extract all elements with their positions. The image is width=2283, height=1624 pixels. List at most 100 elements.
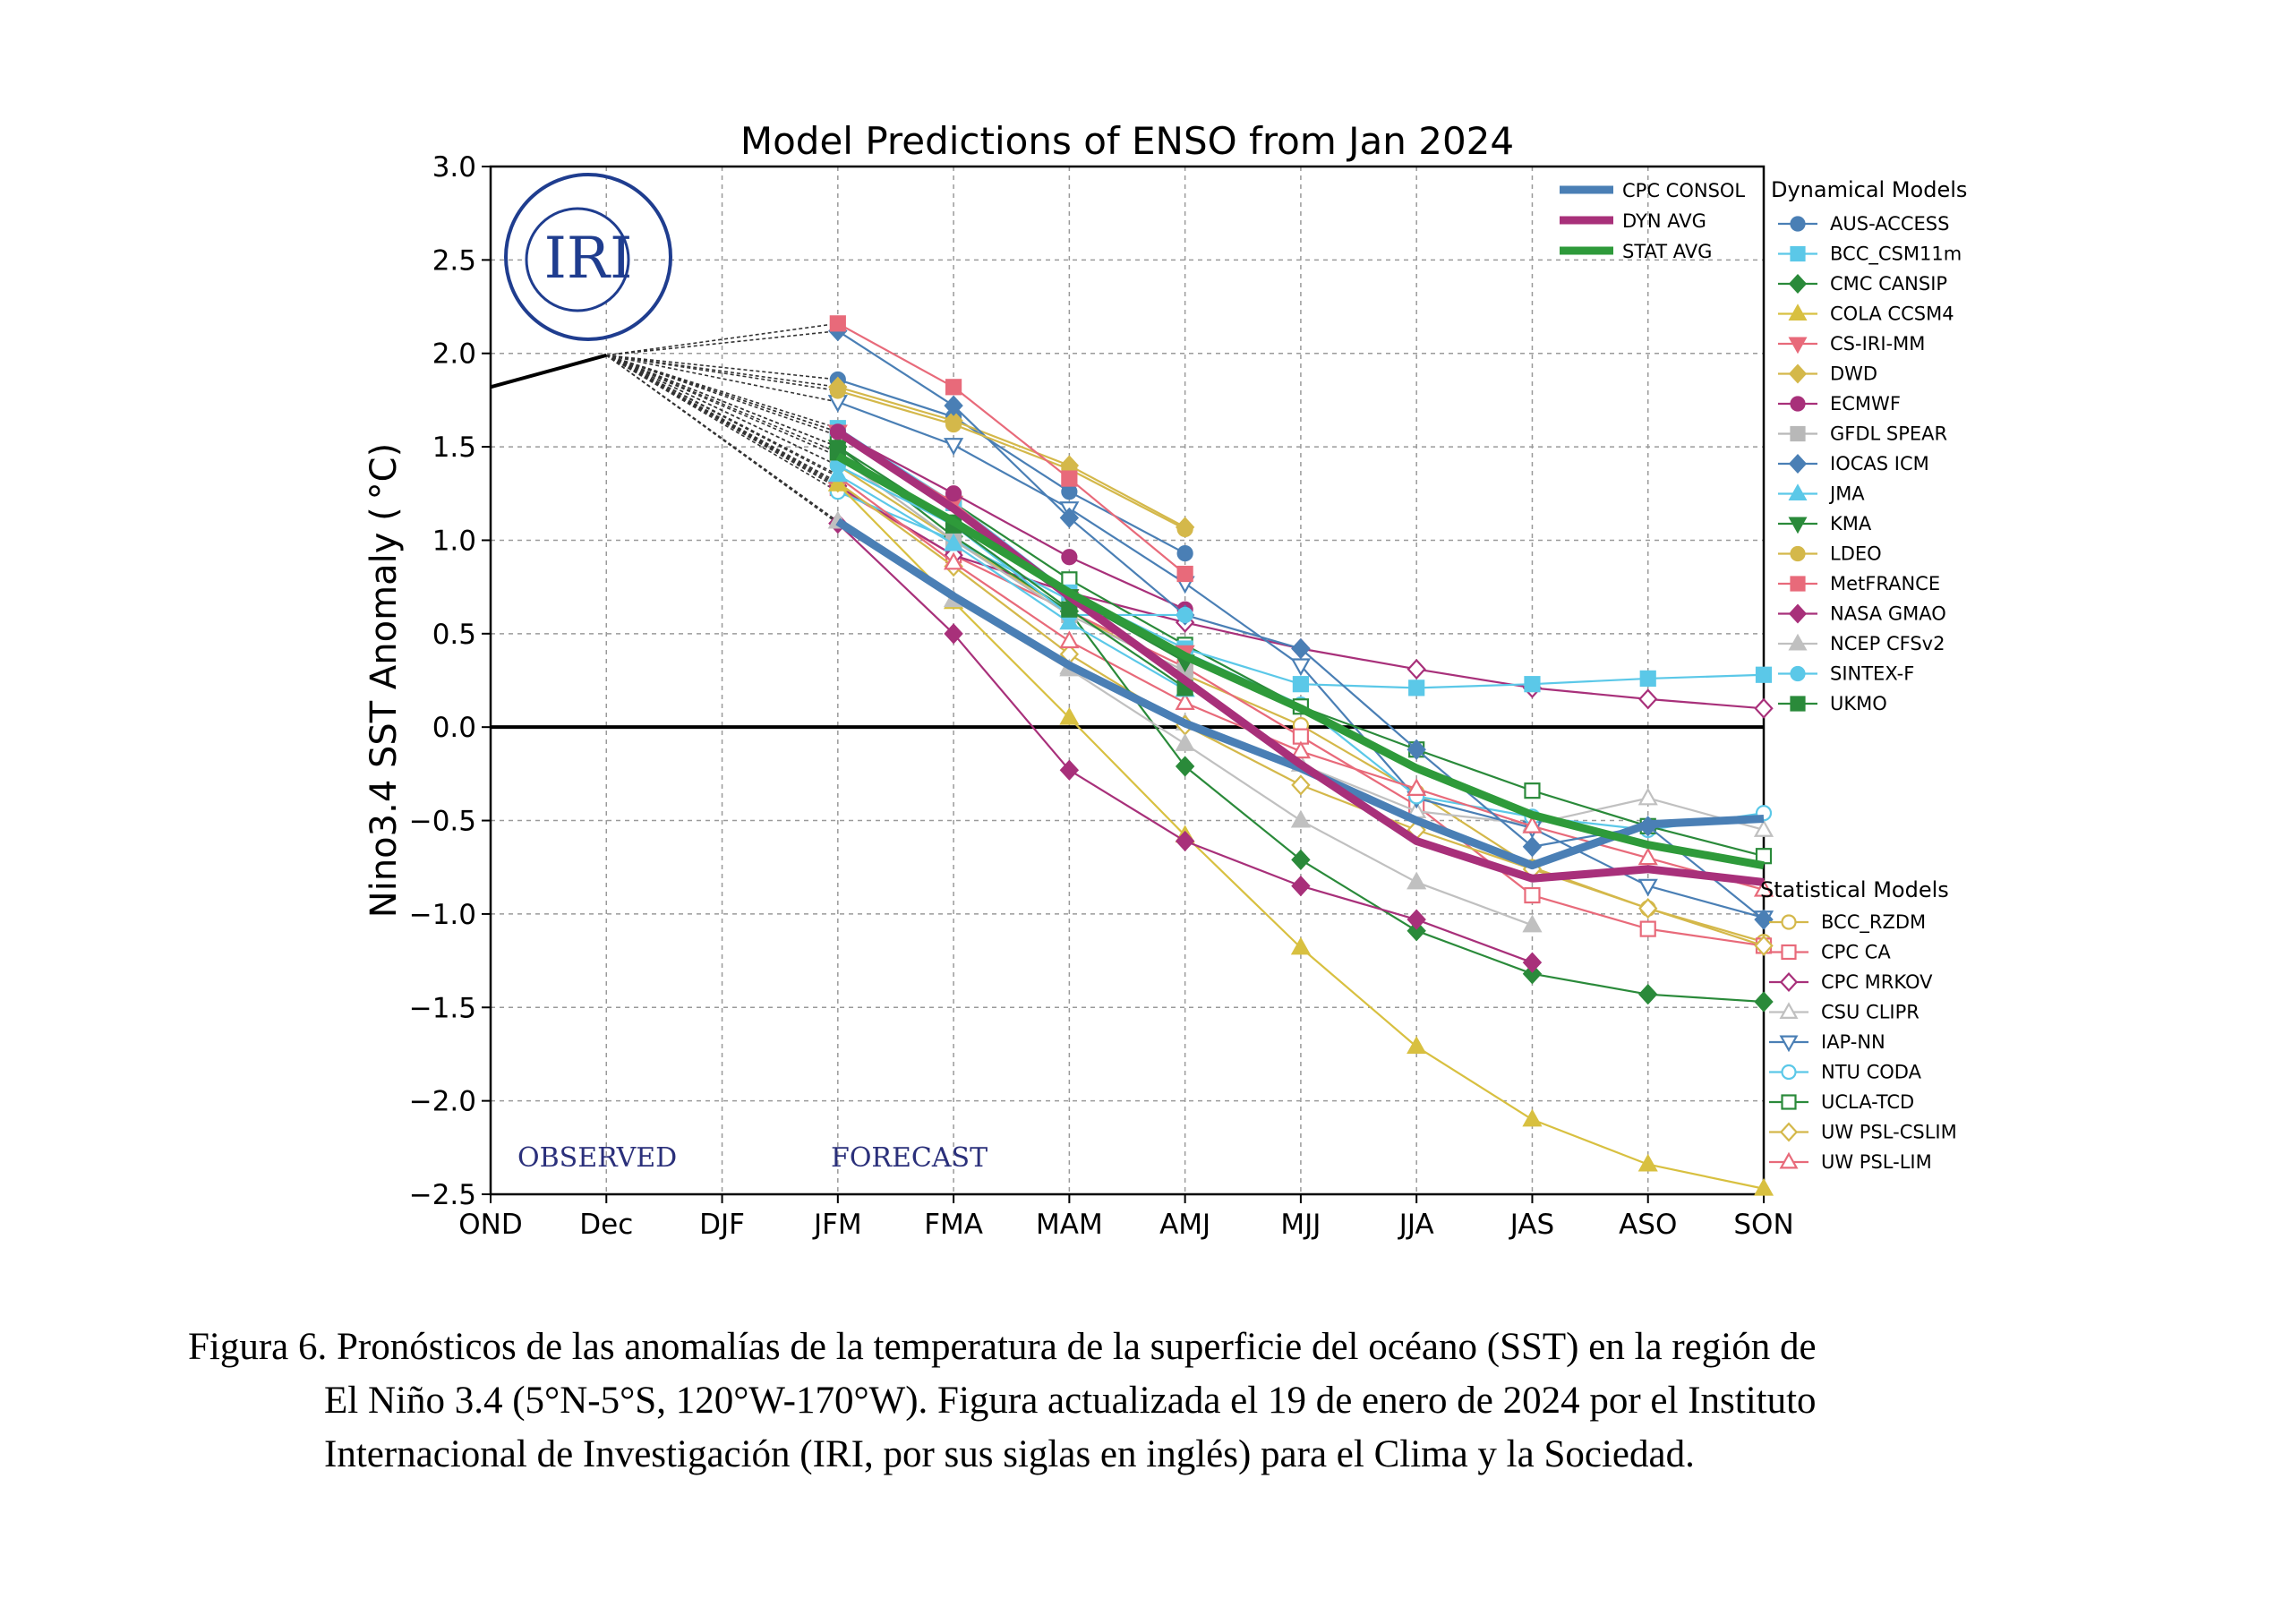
x-tick-label: MJJ [1280, 1209, 1321, 1241]
summary-legend: CPC CONSOL DYN AVG STAT AVG [1560, 180, 1745, 262]
connector-line [605, 355, 839, 492]
legend-label: NCEP CFSv2 [1830, 633, 1945, 654]
series-line [837, 474, 1186, 691]
y-tick-label: −1.5 [409, 992, 476, 1024]
data-point [1755, 666, 1773, 683]
data-point [1407, 658, 1426, 680]
legend-label: UW PSL-LIM [1821, 1151, 1932, 1173]
data-point [1753, 878, 1774, 897]
legend-label: ECMWF [1830, 393, 1901, 415]
legend-marker [1788, 603, 1808, 624]
legend-label: IAP-NN [1821, 1031, 1885, 1053]
iri-logo: IRI [504, 173, 672, 341]
legend-label: KMA [1830, 513, 1872, 534]
data-point [944, 623, 963, 645]
legend-marker [1788, 517, 1808, 534]
legend-label: SINTEX-F [1830, 663, 1914, 685]
data-point [827, 473, 848, 491]
legend-marker [1788, 454, 1808, 474]
x-tick-label: SON [1733, 1209, 1793, 1241]
legend-marker [1788, 363, 1808, 384]
data-point [1290, 740, 1311, 759]
caption-line-1: Figura 6. Pronósticos de las anomalías d… [188, 1326, 1817, 1368]
data-point [1061, 549, 1078, 566]
data-point [1754, 697, 1774, 719]
statistical-legend: Statistical Models BCC_RZDM CPC CA CPC MRKO… [1760, 877, 1957, 1173]
summary-series-stat-avg [835, 452, 1765, 870]
data-point [1176, 606, 1193, 624]
data-point [1637, 1153, 1658, 1172]
data-point [1753, 819, 1774, 837]
legend-marker [1779, 1151, 1799, 1169]
observed-line [490, 353, 607, 389]
data-point [1291, 875, 1311, 897]
data-point [1292, 676, 1310, 693]
legend-label: GFDL SPEAR [1830, 423, 1947, 445]
legend-marker [1790, 396, 1806, 412]
data-point [1407, 778, 1427, 796]
legend-marker [1781, 1064, 1797, 1081]
legend-marker [1779, 1035, 1799, 1053]
plot-frame [489, 165, 1766, 1196]
connector-line [605, 355, 839, 525]
data-point [1754, 909, 1774, 930]
legend-label: NTU CODA [1821, 1062, 1922, 1083]
logo-inner-circle [525, 207, 630, 312]
series-line [837, 386, 1186, 528]
legend-label: LDEO [1830, 543, 1882, 565]
connector-line [606, 355, 838, 403]
data-point [1407, 1036, 1427, 1055]
data-point [1175, 756, 1195, 777]
connector-line [605, 355, 839, 483]
data-point [1522, 952, 1543, 973]
dyn-series-jma [827, 464, 1195, 697]
chart-svg: 3.0 2.5 2.0 1.5 1.0 0.5 0.0 −0.5 −1.0 −1.5 −2.0 −2.… [363, 119, 1967, 1241]
legend-label: BCC_CSM11m [1830, 244, 1962, 266]
series-line [837, 389, 1186, 530]
legend-label: DWD [1830, 363, 1877, 385]
data-point [944, 438, 964, 456]
y-tick-label: 2.0 [432, 338, 476, 371]
data-point [1407, 739, 1426, 760]
logo-text: IRI [544, 226, 633, 292]
data-point [1637, 787, 1658, 806]
caption-line-3: Internacional de Investigación (IRI, por… [324, 1433, 1695, 1475]
x-tick-label: DJF [699, 1209, 745, 1241]
data-point [945, 415, 962, 433]
y-tick-label: 3.0 [432, 151, 476, 184]
data-point [1522, 914, 1543, 933]
y-tick-label: −2.0 [409, 1086, 476, 1118]
data-point [1059, 630, 1080, 649]
data-point [1059, 759, 1080, 781]
data-point [1059, 507, 1080, 529]
legend-label: AUS-ACCESS [1830, 213, 1949, 235]
data-point [1176, 565, 1193, 583]
legend-marker [1790, 216, 1806, 232]
connector-line [605, 355, 839, 454]
data-point [1637, 878, 1658, 897]
x-tick-label: FMA [924, 1209, 983, 1241]
x-tick-label: ASO [1619, 1209, 1677, 1241]
legend-marker [1790, 545, 1806, 562]
legend-label: CPC CONSOL [1622, 180, 1745, 201]
legend-marker [1788, 337, 1808, 355]
data-point [1639, 670, 1656, 688]
data-point [1522, 815, 1543, 833]
series-line [837, 378, 1186, 555]
data-point [1290, 809, 1311, 828]
legend-marker [1790, 425, 1806, 442]
data-point [1524, 886, 1541, 904]
legend-label: JMA [1828, 483, 1865, 505]
data-point [1290, 936, 1311, 955]
legend-marker [1779, 972, 1799, 992]
connector-line [605, 355, 839, 457]
dynamical-legend-title: Dynamical Models [1771, 177, 1967, 202]
stat-series-iap-nn [827, 395, 1774, 928]
data-point [1638, 898, 1658, 919]
data-point [1638, 688, 1658, 710]
data-point [1753, 1177, 1774, 1196]
data-point [1291, 774, 1311, 796]
dyn-series-metfrance [829, 315, 1193, 583]
figure-caption: Figura 6. Pronósticos de las anomalías d… [188, 1321, 2122, 1482]
legend-marker [1790, 245, 1806, 262]
